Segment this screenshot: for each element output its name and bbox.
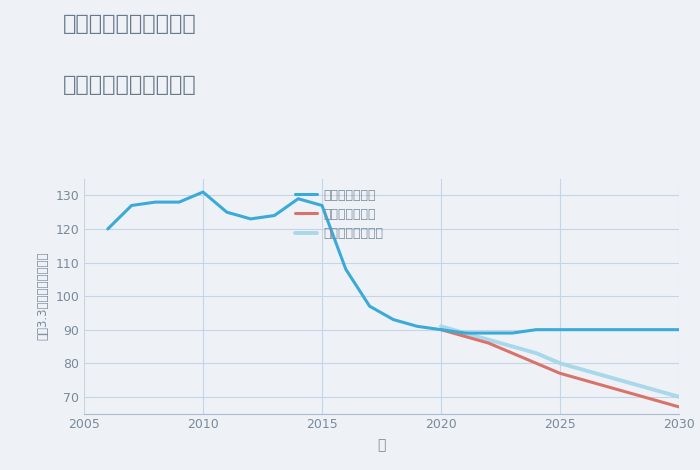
グッドシナリオ — [532, 327, 540, 332]
グッドシナリオ — [127, 203, 136, 208]
グッドシナリオ — [675, 327, 683, 332]
Text: 兵庫県三田市下田中の: 兵庫県三田市下田中の — [63, 14, 197, 34]
グッドシナリオ — [556, 327, 564, 332]
ノーマルシナリオ — [675, 394, 683, 399]
バッドシナリオ — [651, 397, 659, 403]
バッドシナリオ — [580, 377, 588, 383]
ノーマルシナリオ — [627, 381, 636, 386]
グッドシナリオ — [461, 330, 469, 336]
Line: バッドシナリオ: バッドシナリオ — [441, 329, 679, 407]
グッドシナリオ — [365, 303, 374, 309]
バッドシナリオ — [461, 334, 469, 339]
グッドシナリオ — [437, 327, 445, 332]
グッドシナリオ — [246, 216, 255, 222]
ノーマルシナリオ — [580, 367, 588, 373]
グッドシナリオ — [580, 327, 588, 332]
バッドシナリオ — [675, 404, 683, 410]
ノーマルシナリオ — [651, 387, 659, 393]
ノーマルシナリオ — [556, 360, 564, 366]
グッドシナリオ — [151, 199, 160, 205]
バッドシナリオ — [627, 391, 636, 396]
ノーマルシナリオ — [508, 344, 517, 349]
グッドシナリオ — [413, 323, 421, 329]
ノーマルシナリオ — [603, 374, 612, 379]
ノーマルシナリオ — [532, 350, 540, 356]
バッドシナリオ — [484, 340, 493, 346]
Line: ノーマルシナリオ: ノーマルシナリオ — [441, 326, 679, 397]
グッドシナリオ — [651, 327, 659, 332]
グッドシナリオ — [270, 213, 279, 219]
グッドシナリオ — [508, 330, 517, 336]
ノーマルシナリオ — [461, 330, 469, 336]
Y-axis label: 坪（3.3㎡）単価（万円）: 坪（3.3㎡）単価（万円） — [36, 252, 50, 340]
Legend: グッドシナリオ, バッドシナリオ, ノーマルシナリオ: グッドシナリオ, バッドシナリオ, ノーマルシナリオ — [291, 185, 387, 244]
バッドシナリオ — [508, 350, 517, 356]
グッドシナリオ — [342, 266, 350, 272]
グッドシナリオ — [318, 203, 326, 208]
グッドシナリオ — [484, 330, 493, 336]
バッドシナリオ — [603, 384, 612, 390]
Line: グッドシナリオ: グッドシナリオ — [108, 192, 679, 333]
グッドシナリオ — [199, 189, 207, 195]
バッドシナリオ — [437, 327, 445, 332]
バッドシナリオ — [556, 370, 564, 376]
ノーマルシナリオ — [437, 323, 445, 329]
グッドシナリオ — [389, 317, 398, 322]
グッドシナリオ — [104, 226, 112, 232]
グッドシナリオ — [223, 209, 231, 215]
Text: 中古戸建ての価格推移: 中古戸建ての価格推移 — [63, 75, 197, 95]
グッドシナリオ — [175, 199, 183, 205]
グッドシナリオ — [603, 327, 612, 332]
グッドシナリオ — [294, 196, 302, 202]
グッドシナリオ — [627, 327, 636, 332]
バッドシナリオ — [532, 360, 540, 366]
X-axis label: 年: 年 — [377, 439, 386, 453]
ノーマルシナリオ — [484, 337, 493, 343]
